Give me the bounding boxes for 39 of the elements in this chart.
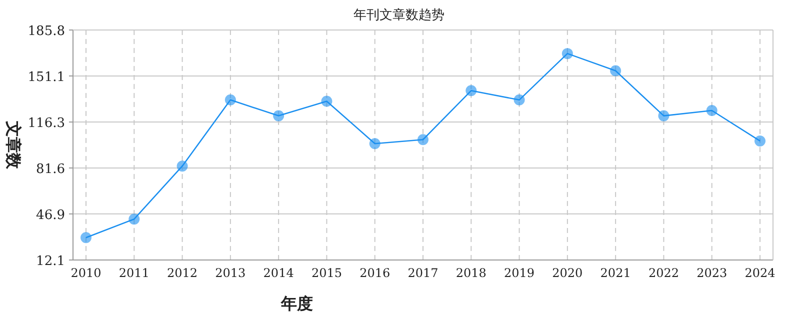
point xyxy=(514,94,525,106)
point xyxy=(610,65,622,76)
y-tick-label: 12.1 xyxy=(36,254,65,269)
y-tick-label: 151.1 xyxy=(28,70,65,85)
x-tick-label: 2011 xyxy=(118,266,150,280)
point xyxy=(706,105,718,116)
x-tick-label: 2024 xyxy=(744,266,776,280)
point xyxy=(224,94,236,106)
x-tick-label: 2015 xyxy=(311,266,342,280)
x-tick-label: 2017 xyxy=(408,266,438,280)
x-tick-label: 2018 xyxy=(456,266,486,280)
chart-title: 年刊文章数趋势 xyxy=(354,8,444,23)
point xyxy=(128,214,140,225)
x-tick-label: 2014 xyxy=(263,266,294,280)
x-tick-label: 2013 xyxy=(215,266,246,280)
y-tick-label: 185.8 xyxy=(28,24,65,39)
x-tick-label: 2012 xyxy=(167,266,198,280)
point xyxy=(658,110,670,122)
x-tick-label: 2021 xyxy=(600,266,631,280)
x-tick-label: 2022 xyxy=(648,266,679,280)
point xyxy=(754,135,766,146)
point xyxy=(80,232,92,244)
point xyxy=(418,134,428,146)
point xyxy=(273,110,284,122)
x-tick-label: 2019 xyxy=(504,266,535,280)
x-axis-title: 年度 xyxy=(280,294,313,313)
y-axis-title: 文章数 xyxy=(4,120,23,170)
x-tick-label: 2020 xyxy=(552,266,583,280)
y-tick-label: 46.9 xyxy=(36,208,65,223)
y-tick-label: 116.3 xyxy=(28,116,65,132)
point xyxy=(321,96,332,107)
x-tick-label: 2016 xyxy=(360,266,390,280)
point xyxy=(466,85,477,96)
y-tick-label: 81.6 xyxy=(36,162,65,177)
point xyxy=(562,48,573,60)
x-tick-label: 2023 xyxy=(696,266,728,280)
x-tick-label: 2010 xyxy=(70,266,102,280)
point xyxy=(369,138,380,150)
point xyxy=(176,160,188,172)
